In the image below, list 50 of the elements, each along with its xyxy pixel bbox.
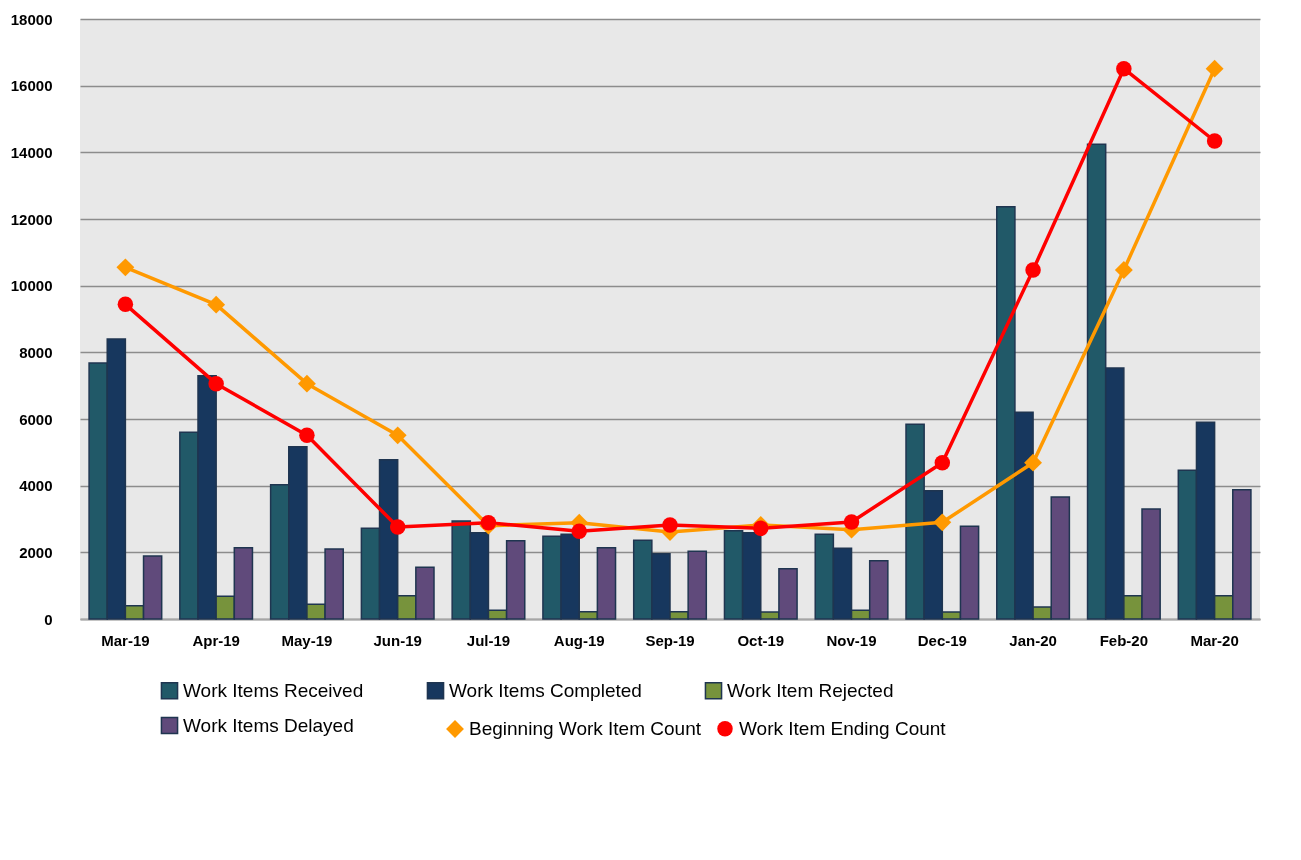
y-tick-label: 8000	[19, 343, 53, 361]
x-tick-label: Oct-19	[737, 631, 785, 649]
y-tick-label: 18000	[10, 10, 53, 28]
point	[388, 426, 407, 445]
x-tick-label: Jul-19	[466, 631, 511, 649]
point	[389, 519, 406, 535]
legend-label: Work Items Completed	[449, 679, 642, 701]
point	[297, 374, 316, 393]
y-tick-label: 4000	[19, 477, 53, 495]
x-tick-label: Mar-20	[1190, 631, 1239, 649]
point	[934, 454, 951, 471]
legend-label: Work Items Delayed	[183, 714, 354, 736]
point	[1205, 59, 1224, 78]
point	[299, 427, 315, 444]
y-tick-label: 10000	[10, 277, 53, 295]
x-tick-label: Jan-20	[1009, 631, 1057, 649]
x-tick-label: Apr-19	[192, 631, 240, 649]
y-tick-label: 12000	[10, 210, 53, 228]
point	[571, 523, 587, 540]
x-tick-label: Nov-19	[826, 631, 877, 649]
point	[933, 513, 952, 532]
point	[1114, 261, 1133, 279]
point	[1025, 262, 1041, 278]
legend-label: Beginning Work Item Count	[469, 718, 702, 739]
x-tick-label: Aug-19	[553, 631, 605, 649]
point	[753, 520, 769, 537]
y-tick-label: 0	[44, 610, 53, 628]
x-tick-label: Mar-19	[101, 631, 150, 649]
y-tick-label: 2000	[19, 543, 53, 561]
x-tick-label: Feb-20	[1099, 631, 1149, 649]
point	[116, 258, 135, 277]
point	[1024, 453, 1043, 472]
y-tick-label: 6000	[19, 410, 53, 428]
point	[843, 514, 860, 530]
legend-label: Work Item Ending Count	[739, 717, 947, 739]
point	[117, 296, 134, 313]
x-tick-label: Jun-19	[373, 631, 422, 649]
y-tick-label: 14000	[10, 143, 53, 161]
legend-label: Work Items Received	[183, 679, 364, 701]
point	[1206, 133, 1223, 149]
x-tick-label: May-19	[281, 631, 333, 649]
point	[207, 295, 226, 314]
legend-label: Work Item Rejected	[727, 679, 894, 701]
point	[480, 514, 497, 531]
point	[662, 517, 678, 533]
y-tick-label: 16000	[10, 77, 53, 95]
point	[1116, 60, 1132, 77]
point	[208, 375, 224, 392]
x-tick-label: Sep-19	[645, 631, 695, 649]
x-tick-label: Dec-19	[917, 631, 967, 649]
